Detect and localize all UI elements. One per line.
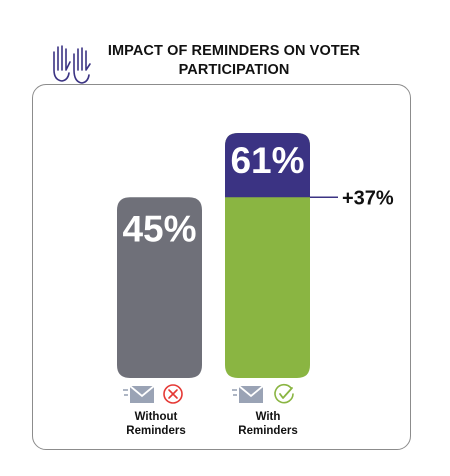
data-label-with: 61%: [230, 140, 304, 181]
bar-increase-segment: [225, 133, 310, 198]
chart-card: [32, 84, 411, 450]
data-label-without: 45%: [122, 208, 196, 249]
envelope-icon: [232, 385, 264, 403]
category-label-line: Without: [134, 411, 178, 423]
cross-circle-icon: [163, 384, 183, 404]
category-label-line: Reminders: [126, 425, 186, 437]
category-label-with: With Reminders: [218, 410, 318, 438]
category-label-line: Reminders: [238, 425, 298, 437]
envelope-icon: [123, 385, 155, 403]
check-circle-icon: [274, 383, 294, 404]
chart-title: IMPACT OF REMINDERS ON VOTER PARTICIPATI…: [107, 43, 361, 78]
raised-hands-icon: [53, 45, 91, 84]
category-label-line: With: [255, 411, 281, 423]
category-label-without: Without Reminders: [106, 410, 206, 438]
increase-label: +37%: [342, 187, 394, 209]
bar-without-reminders: [117, 197, 202, 378]
